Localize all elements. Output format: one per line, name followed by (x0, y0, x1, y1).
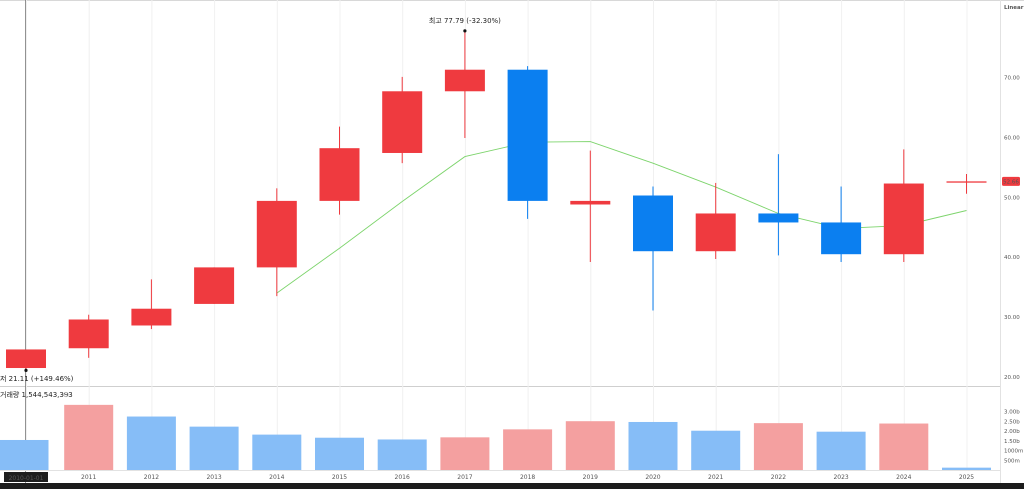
x-tick-label: 2016 (395, 474, 410, 481)
candle-body[interactable] (319, 148, 360, 201)
x-tick-label: 2021 (708, 474, 723, 481)
volume-bar[interactable] (440, 437, 490, 470)
volume-bar[interactable] (503, 429, 553, 470)
candle-body[interactable] (6, 349, 46, 369)
x-tick-label: 2020 (645, 474, 660, 481)
volume-bar[interactable] (816, 431, 866, 470)
scale-mode-label: Linear (1004, 5, 1024, 11)
volume-bar[interactable] (879, 423, 929, 470)
candle-body[interactable] (194, 267, 235, 304)
volume-bar[interactable] (0, 439, 49, 470)
x-tick-label: 2013 (206, 474, 221, 481)
crosshair-date-label: 2010-01-01 (9, 475, 44, 482)
y-tick-label: 50.00 (1004, 195, 1020, 201)
volume-tick-label: 1000m (1004, 449, 1023, 455)
last-price-label: 52.66 (1003, 179, 1019, 185)
candle-body[interactable] (131, 308, 172, 326)
volume-settings-icon[interactable] (63, 391, 69, 398)
taskbar (0, 483, 1024, 489)
low-marker (24, 368, 28, 373)
candle-body[interactable] (507, 69, 548, 201)
volume-bar[interactable] (753, 423, 803, 470)
volume-bar[interactable] (252, 434, 302, 470)
volume-tick-label: 2.50b (1004, 419, 1020, 425)
x-tick-label: 2024 (896, 474, 911, 481)
candle-body[interactable] (570, 200, 611, 205)
high-annotation: 최고 77.79 (-32.30%) (429, 16, 501, 25)
volume-bar[interactable] (126, 416, 176, 470)
y-tick-label: 40.00 (1004, 255, 1020, 261)
x-tick-label: 2023 (833, 474, 848, 481)
candle-body[interactable] (946, 181, 987, 183)
x-tick-label: 2014 (269, 474, 284, 481)
volume-tick-label: 3.00b (1004, 410, 1020, 416)
x-tick-label: 2017 (457, 474, 472, 481)
x-tick-label: 2022 (771, 474, 786, 481)
x-tick-label: 2011 (81, 474, 96, 481)
high-marker (463, 29, 467, 33)
y-tick-label: 30.00 (1004, 315, 1020, 321)
candle-body[interactable] (695, 213, 736, 252)
volume-bar[interactable] (189, 426, 239, 470)
x-tick-label: 2015 (332, 474, 347, 481)
volume-tick-label: 2.00b (1004, 429, 1020, 435)
volume-bar[interactable] (64, 404, 114, 470)
volume-bar[interactable] (565, 421, 615, 470)
x-tick-label: 2018 (520, 474, 535, 481)
volume-bar[interactable] (691, 430, 741, 470)
candle-body[interactable] (758, 213, 799, 223)
y-tick-label: 60.00 (1004, 135, 1020, 141)
candle-body[interactable] (256, 200, 297, 268)
volume-tick-label: 1.50b (1004, 439, 1020, 445)
volume-bar[interactable] (628, 421, 678, 470)
low-annotation: 저 21.11 (+149.46%) (0, 374, 74, 383)
x-tick-label: 2012 (144, 474, 159, 481)
candle-body[interactable] (633, 195, 673, 252)
y-tick-label: 70.00 (1004, 76, 1020, 82)
candle-body[interactable] (68, 319, 109, 349)
volume-bar[interactable] (942, 467, 991, 470)
volume-label: 거래량 1,544,543,393 (0, 390, 73, 399)
volume-tick-label: 500m (1004, 458, 1020, 464)
crosshair-date-badge (4, 472, 48, 482)
x-tick-label: 2025 (959, 474, 974, 481)
candle-body[interactable] (821, 222, 862, 255)
candle-body[interactable] (444, 69, 485, 92)
volume-bar[interactable] (377, 439, 427, 470)
last-price-badge (1002, 176, 1020, 186)
volume-bar[interactable] (315, 437, 364, 470)
x-tick-label: 2019 (583, 474, 598, 481)
candle-body[interactable] (382, 91, 423, 153)
y-tick-label: 20.00 (1004, 375, 1020, 381)
candle-body[interactable] (883, 183, 924, 255)
